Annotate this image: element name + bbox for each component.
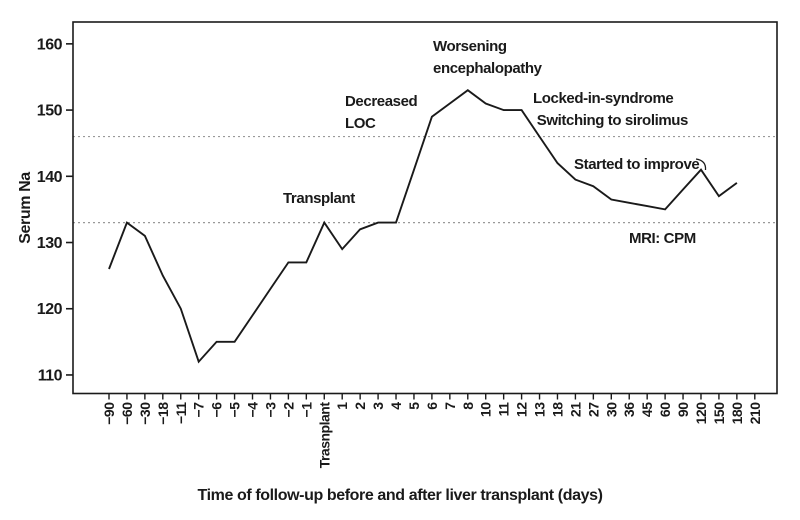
x-tick-label: 1 [334,402,350,410]
x-tick-label: 27 [585,402,601,417]
x-tick-label: 4 [388,402,404,410]
x-tick-label: 8 [460,402,476,410]
x-tick-label: 12 [514,402,530,417]
x-tick-label: −5 [227,402,243,418]
x-tick-label: −18 [155,402,171,425]
y-tick-label: 140 [37,169,63,186]
y-tick-label: 160 [37,36,63,53]
x-tick-label: 180 [729,402,745,425]
x-tick-label: 60 [657,402,673,417]
x-tick-label: −2 [280,402,296,418]
annotation-mri-cpm: MRI: CPM [629,230,696,247]
annotation-locked-in-syndrome: Locked-in-syndrome Switching to sirolimu… [533,90,688,129]
x-tick-label: 13 [532,402,548,417]
x-tick-label: 3 [370,402,386,410]
x-tick-label: −60 [119,402,135,425]
x-tick-label: 90 [675,402,691,417]
x-tick-label: 120 [693,402,709,425]
x-tick-label: 30 [603,402,619,417]
x-tick-label: −7 [191,402,207,418]
x-tick-label: 36 [621,402,637,417]
x-tick-label: 11 [496,402,512,417]
serum-na-line [108,89,738,364]
x-tick-label: 10 [478,402,494,417]
x-tick-label: −6 [209,402,225,418]
x-tick-label: 5 [406,402,422,410]
x-tick-label: 2 [352,402,368,410]
x-tick-label: 6 [424,402,440,410]
y-tick-label: 120 [37,301,63,318]
annotation-worsening-encephalopathy: Worsening encephalopathy [433,38,542,77]
y-tick-label: 150 [37,103,63,120]
x-tick-label: 45 [639,402,655,417]
x-tick-label: 18 [549,402,565,417]
x-tick-label: 150 [711,402,727,425]
x-tick-label: Trasnplant [316,402,332,469]
x-tick-label: 210 [747,402,763,425]
x-tick-label: −3 [262,402,278,418]
x-tick-label: −4 [245,402,261,418]
x-tick-label: −90 [101,402,117,425]
x-axis-title: Time of follow-up before and after liver… [197,487,602,504]
annotation-decreased-loc: Decreased LOC [345,93,418,132]
annotation-transplant: Transplant [283,190,355,207]
y-tick-label: 110 [38,367,63,384]
annotation-started-to-improve: Started to improve [574,156,700,173]
x-tick-label: 21 [567,402,583,417]
improve-annotation-arrow [695,158,707,171]
y-tick-label: 130 [37,235,63,252]
x-tick-label: −1 [298,402,314,418]
y-axis-title: Serum Na [17,172,34,244]
x-tick-label: −30 [137,402,153,425]
plot-frame [72,21,778,395]
x-tick-label: −11 [173,402,189,424]
x-tick-label: 7 [442,402,458,410]
